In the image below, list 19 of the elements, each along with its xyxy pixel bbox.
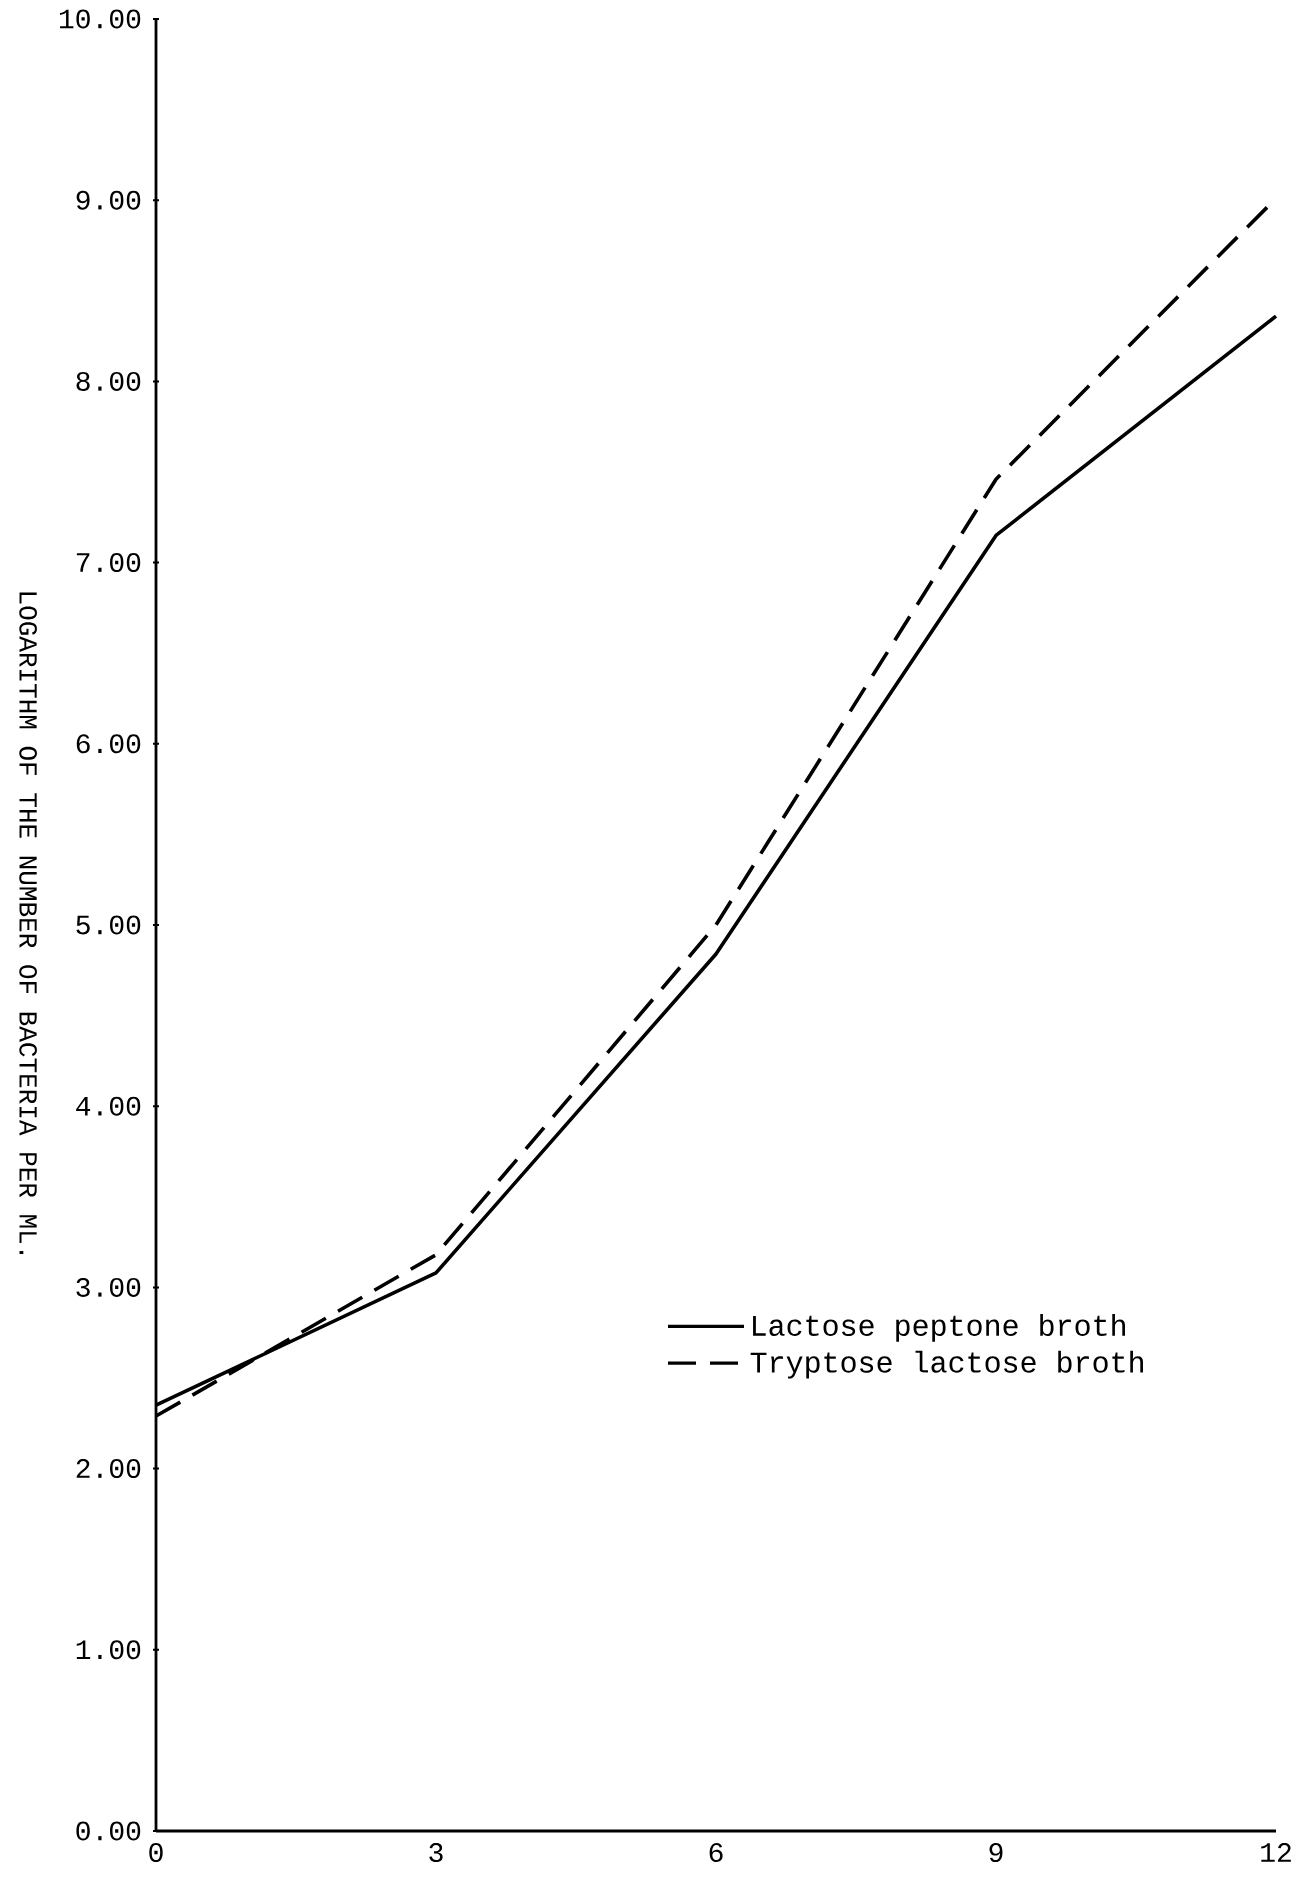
- x-tick-label: 3: [429, 1843, 443, 1863]
- y-tick-label: 7.00: [76, 553, 141, 573]
- y-axis-title: LOGARITHM OF THE NUMBER OF BACTERIA PER ML.: [19, 592, 37, 1255]
- y-tick-label: 8.00: [76, 371, 141, 391]
- y-tick-label: 9.00: [76, 190, 141, 210]
- y-tick-label: 3.00: [76, 1277, 141, 1297]
- y-tick-label: 0.00: [76, 1821, 141, 1841]
- y-tick-label: 10.00: [59, 9, 141, 29]
- x-tick-label: 9: [989, 1843, 1003, 1863]
- y-tick-label: 2.00: [76, 1459, 141, 1479]
- legend-label: Lactose peptone broth: [753, 1313, 1125, 1342]
- x-tick-label: 6: [709, 1843, 723, 1863]
- y-tick-label: 4.00: [76, 1096, 141, 1116]
- legend-label: Tryptose lactose broth: [750, 1350, 1143, 1379]
- x-tick-label: 0: [149, 1843, 163, 1863]
- x-tick-label: 12: [1261, 1843, 1291, 1862]
- y-tick-label: 1.00: [76, 1640, 141, 1660]
- y-tick-label: 6.00: [76, 734, 141, 754]
- y-tick-label: 5.00: [76, 915, 141, 935]
